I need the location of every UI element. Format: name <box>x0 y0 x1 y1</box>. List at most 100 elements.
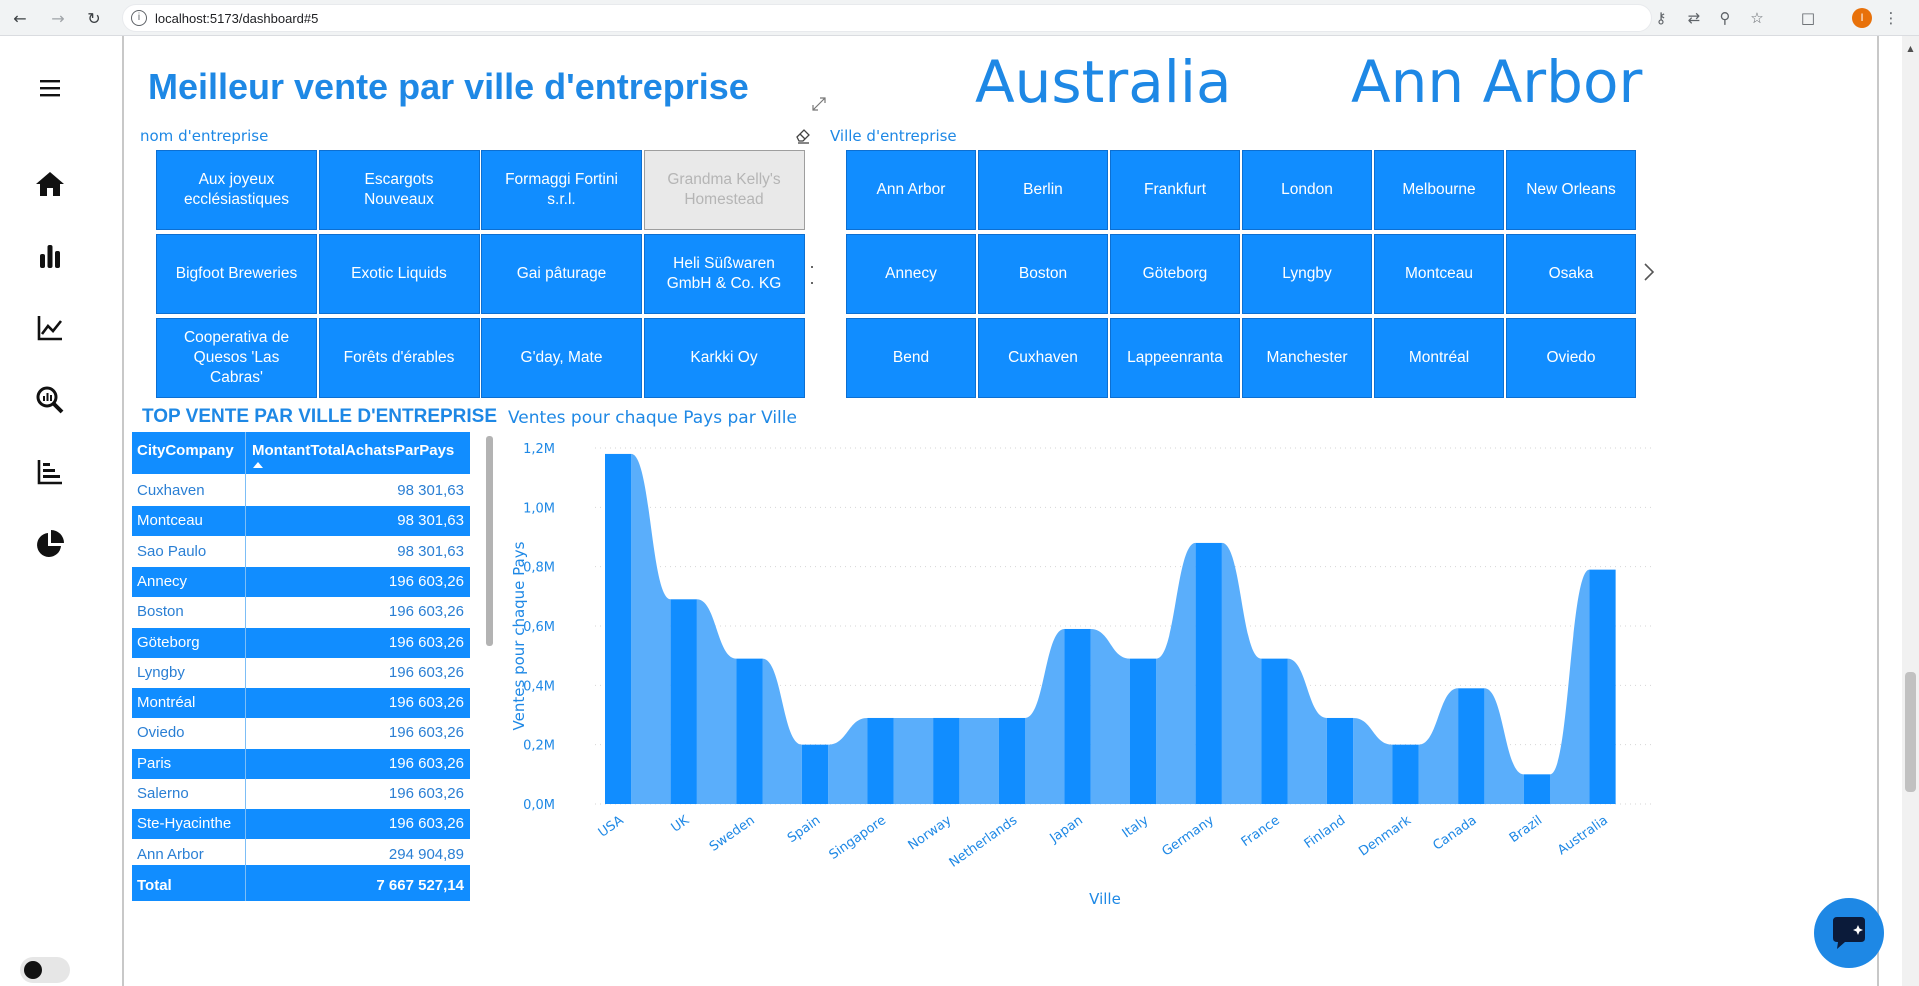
profile-avatar[interactable]: I <box>1852 8 1872 28</box>
city-slicer-item[interactable]: Lappeenranta <box>1110 318 1240 398</box>
chart-ribbon <box>1418 688 1459 804</box>
company-slicer-item[interactable]: G'day, Mate <box>481 318 642 398</box>
translate-icon[interactable]: ⇄ <box>1687 9 1701 27</box>
table-scrollbar[interactable] <box>486 436 493 646</box>
slicer-separator-dot <box>811 282 813 284</box>
table-title: TOP VENTE PAR VILLE D'ENTREPRISE <box>142 406 498 427</box>
extensions-icon[interactable]: □ <box>1800 9 1816 27</box>
chart-bar <box>801 744 829 804</box>
city-slicer-item[interactable]: Montceau <box>1374 234 1504 314</box>
table-row[interactable]: Montréal 196 603,26 <box>132 688 470 719</box>
eraser-icon[interactable] <box>794 126 812 144</box>
table-row[interactable]: Lyngby 196 603,26 <box>132 657 470 688</box>
y-tick-label: 1,0M <box>523 501 555 516</box>
table-row[interactable]: Paris 196 603,26 <box>132 748 470 779</box>
city-slicer-item[interactable]: Osaka <box>1506 234 1636 314</box>
x-tick-label: Brazil <box>1507 813 1545 846</box>
key-icon[interactable]: ⚷ <box>1655 9 1667 27</box>
company-slicer-item[interactable]: Formaggi Fortini s.r.l. <box>481 150 642 230</box>
city-slicer-item[interactable]: New Orleans <box>1506 150 1636 230</box>
chart-ribbon <box>696 599 737 804</box>
page-scrollbar[interactable]: ▲ <box>1902 36 1919 986</box>
city-slicer-item[interactable]: London <box>1242 150 1372 230</box>
theme-toggle[interactable] <box>20 957 70 983</box>
table-row[interactable]: Sao Paulo 98 301,63 <box>132 536 470 567</box>
chat-assistant-button[interactable] <box>1814 898 1884 968</box>
more-menu-icon[interactable]: ⋮ <box>1883 9 1899 27</box>
x-tick-label: Denmark <box>1356 813 1414 860</box>
city-slicer-item[interactable]: Cuxhaven <box>978 318 1108 398</box>
x-tick-label: Canada <box>1430 813 1479 854</box>
chart-bar <box>1589 569 1616 804</box>
table-row[interactable]: Annecy 196 603,26 <box>132 566 470 597</box>
bar-list-icon[interactable] <box>34 456 66 488</box>
toggle-knob <box>24 961 42 979</box>
city-slicer-item[interactable]: Annecy <box>846 234 976 314</box>
company-slicer-item[interactable]: Bigfoot Breweries <box>156 234 317 314</box>
cell-amount: 196 603,26 <box>388 633 464 651</box>
x-tick-label: USA <box>596 813 627 841</box>
report-frame-left <box>122 36 124 986</box>
table-row[interactable]: Boston 196 603,26 <box>132 597 470 628</box>
table-row[interactable]: Ann Arbor 294 904,89 <box>132 839 470 870</box>
city-slicer-item[interactable]: Berlin <box>978 150 1108 230</box>
cell-amount: 98 301,63 <box>397 512 464 530</box>
expand-icon[interactable] <box>812 97 826 111</box>
city-slicer-item[interactable]: Bend <box>846 318 976 398</box>
hamburger-menu-icon[interactable] <box>34 72 66 104</box>
company-slicer-item[interactable]: Forêts d'érables <box>318 318 480 398</box>
chart-ribbon <box>1353 717 1393 804</box>
x-tick-label: Netherlands <box>947 813 1021 871</box>
city-slicer-item[interactable]: Manchester <box>1242 318 1372 398</box>
city-slicer-item[interactable]: Ann Arbor <box>846 150 976 230</box>
company-slicer-item[interactable]: Exotic Liquids <box>318 234 480 314</box>
forward-arrow-icon[interactable]: → <box>51 8 65 28</box>
home-icon[interactable] <box>34 168 66 200</box>
back-arrow-icon[interactable]: ← <box>13 8 27 28</box>
column-header-city[interactable]: CityCompany <box>137 442 234 459</box>
chart-bar <box>867 717 894 804</box>
table-row[interactable]: Göteborg 196 603,26 <box>132 627 470 658</box>
search-analytics-icon[interactable] <box>34 384 66 416</box>
company-slicer-item[interactable]: Aux joyeux ecclésiastiques <box>156 150 317 230</box>
city-slicer-item[interactable]: Göteborg <box>1110 234 1240 314</box>
line-chart-icon[interactable] <box>34 312 66 344</box>
y-tick-label: 0,8M <box>523 561 555 576</box>
zoom-icon[interactable]: ⚲ <box>1719 9 1731 27</box>
city-slicer-item[interactable]: Montréal <box>1374 318 1504 398</box>
company-slicer-item[interactable]: Heli Süßwaren GmbH & Co. KG <box>643 234 805 314</box>
table-row[interactable]: Montceau 98 301,63 <box>132 506 470 537</box>
table-row[interactable]: Cuxhaven 98 301,63 <box>132 476 470 506</box>
cell-city: Ste-Hyacinthe <box>137 815 232 833</box>
scrollbar-thumb[interactable] <box>1905 672 1916 792</box>
company-slicer-item[interactable]: Gai pâturage <box>481 234 642 314</box>
city-slicer-item[interactable]: Melbourne <box>1374 150 1504 230</box>
city-slicer-item[interactable]: Boston <box>978 234 1108 314</box>
pie-chart-icon[interactable] <box>34 528 66 560</box>
x-tick-label: Singapore <box>827 813 889 863</box>
table-row[interactable]: Salerno 196 603,26 <box>132 779 470 809</box>
x-tick-label: Australia <box>1555 813 1611 858</box>
bar-chart-icon[interactable] <box>34 240 66 272</box>
company-slicer-item[interactable]: Escargots Nouveaux <box>318 150 480 230</box>
reload-icon[interactable]: ↻ <box>87 8 101 28</box>
company-slicer-item[interactable]: Grandma Kelly's Homestead <box>643 150 805 230</box>
table-row[interactable]: Ste-Hyacinthe 196 603,26 <box>132 809 470 840</box>
address-bar[interactable]: i localhost:5173/dashboard#5 <box>122 4 1652 32</box>
chart-ribbon <box>1156 542 1196 804</box>
company-slicer-item[interactable]: Cooperativa de Quesos 'Las Cabras' <box>156 318 317 398</box>
bookmark-star-icon[interactable]: ☆ <box>1750 9 1764 27</box>
scroll-up-icon[interactable]: ▲ <box>1907 44 1914 53</box>
column-header-amount[interactable]: MontantTotalAchatsParPays <box>252 442 455 459</box>
x-tick-label: Germany <box>1159 813 1217 860</box>
cell-city: Salerno <box>137 785 189 802</box>
site-info-icon[interactable]: i <box>131 10 147 26</box>
city-slicer-item[interactable]: Lyngby <box>1242 234 1372 314</box>
chevron-right-icon[interactable] <box>1642 262 1656 282</box>
table-row[interactable]: Oviedo 196 603,26 <box>132 718 470 749</box>
city-slicer-item[interactable]: Frankfurt <box>1110 150 1240 230</box>
company-slicer-item[interactable]: Karkki Oy <box>643 318 805 398</box>
city-slicer-item[interactable]: Oviedo <box>1506 318 1636 398</box>
y-tick-label: 0,6M <box>523 620 555 635</box>
y-tick-label: 0,2M <box>523 739 555 754</box>
